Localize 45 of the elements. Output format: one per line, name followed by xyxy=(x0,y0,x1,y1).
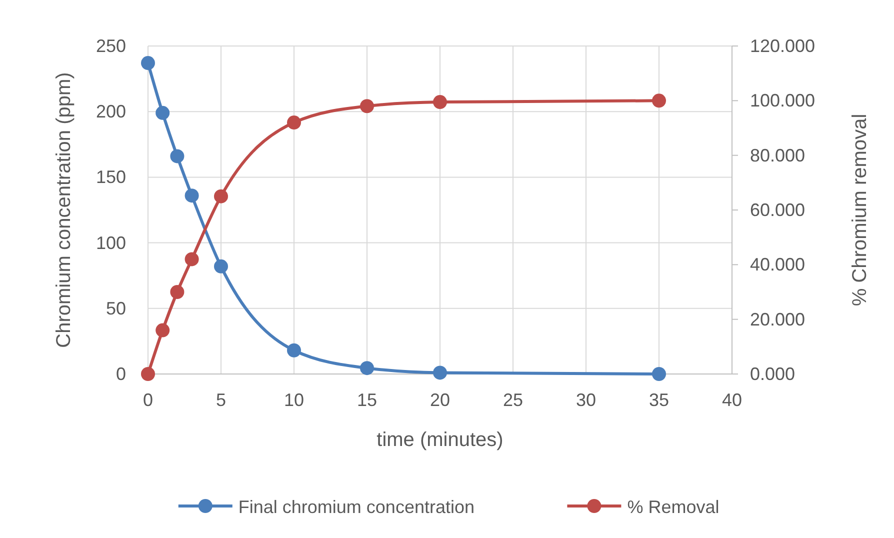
x-tick-label: 0 xyxy=(142,390,154,410)
legend-label: Final chromium concentration xyxy=(238,497,475,517)
x-axis-title: time (minutes) xyxy=(376,429,504,451)
point xyxy=(170,149,184,164)
point xyxy=(170,285,184,299)
point xyxy=(433,95,447,110)
point xyxy=(156,323,170,338)
point xyxy=(141,367,155,381)
x-tick-label: 20 xyxy=(430,390,450,410)
point xyxy=(287,116,301,130)
y2-tick-label: 80.000 xyxy=(750,145,806,166)
x-tick-label: 35 xyxy=(648,390,670,410)
x-tick-label: 15 xyxy=(356,390,378,410)
y-tick-label: 250 xyxy=(96,36,126,56)
point xyxy=(360,361,374,376)
y-tick-label: 50 xyxy=(106,298,126,318)
y2-tick-label: 0.000 xyxy=(750,364,796,384)
y-axis-title: Chromium concentration (ppm) xyxy=(53,72,75,348)
y2-tick-label: 120.000 xyxy=(750,36,816,56)
x-tick-label: 30 xyxy=(576,390,596,410)
point xyxy=(184,188,199,203)
y2-tick-label: 100.000 xyxy=(750,90,816,111)
legend-label: % Removal xyxy=(627,497,720,517)
y-tick-label: 0 xyxy=(116,364,126,384)
point xyxy=(360,99,374,114)
point xyxy=(287,343,301,358)
y-tick-label: 200 xyxy=(96,102,126,122)
y2-axis-title: % Chromium removal xyxy=(849,114,871,306)
y-tick-label: 150 xyxy=(96,167,126,188)
x-tick-label: 5 xyxy=(216,390,226,410)
y2-tick-label: 20.000 xyxy=(750,309,806,330)
x-tick-label: 10 xyxy=(284,390,304,410)
x-tick-label: 25 xyxy=(502,390,524,410)
y2-tick-label: 40.000 xyxy=(750,254,806,275)
point xyxy=(214,189,228,204)
point xyxy=(214,259,228,274)
y-tick-label: 100 xyxy=(96,232,126,253)
point xyxy=(652,94,666,108)
point xyxy=(433,366,447,380)
point xyxy=(141,56,155,70)
point xyxy=(184,252,199,266)
point xyxy=(652,367,666,381)
point xyxy=(156,106,170,120)
x-tick-label: 40 xyxy=(722,390,742,410)
y2-tick-label: 60.000 xyxy=(750,200,806,220)
